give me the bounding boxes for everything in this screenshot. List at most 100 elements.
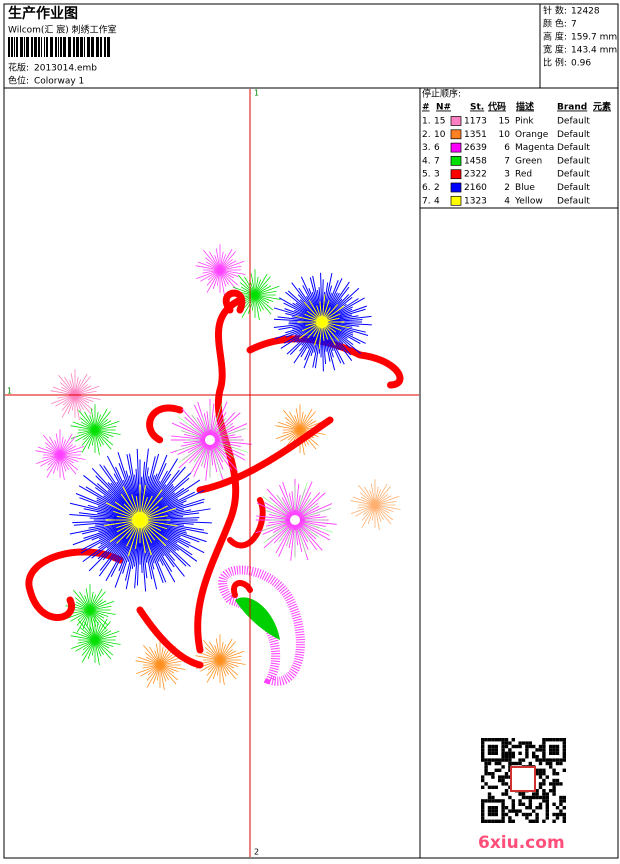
- row-desc: Red: [515, 170, 532, 180]
- qr-cell: [538, 758, 543, 762]
- stitch: [215, 638, 221, 661]
- stitch: [36, 454, 61, 465]
- stitch: [116, 515, 141, 521]
- stitch: [190, 444, 208, 474]
- stitch: [74, 394, 82, 412]
- qr-cell: [552, 819, 556, 823]
- qr-cell: [532, 819, 536, 823]
- stitch: [183, 434, 206, 440]
- qr-cell: [542, 744, 546, 749]
- bar: [11, 37, 13, 57]
- stitch: [214, 441, 245, 456]
- qr-cell: [487, 758, 492, 762]
- stitch: [321, 307, 331, 323]
- stitch: [364, 486, 376, 506]
- row-code: 15: [499, 117, 510, 127]
- qr-cell: [504, 782, 509, 786]
- stitch: [273, 307, 317, 321]
- stitch: [263, 523, 292, 549]
- qr-cell: [525, 741, 529, 745]
- stitch: [74, 376, 91, 396]
- stitch: [146, 523, 190, 548]
- stitch: [213, 443, 238, 471]
- qr-cell: [549, 789, 553, 793]
- stitch: [219, 641, 236, 661]
- column-header: #: [422, 103, 430, 113]
- stitch: [288, 493, 295, 516]
- stitch: [139, 519, 146, 554]
- stitch: [298, 523, 317, 540]
- stitch: [89, 591, 94, 611]
- qr-cell: [504, 755, 509, 759]
- stitch: [299, 408, 313, 431]
- qr-cell: [494, 761, 498, 766]
- stitch: [323, 280, 339, 317]
- bar: [91, 37, 94, 57]
- stitch: [127, 519, 141, 557]
- qr-cell: [562, 799, 566, 803]
- stitch: [214, 440, 241, 447]
- stitch: [96, 483, 135, 516]
- bar: [38, 37, 40, 57]
- stitch: [147, 500, 187, 518]
- stitch: [135, 496, 141, 521]
- stitch: [321, 317, 340, 323]
- stitch: [91, 522, 133, 541]
- bar: [73, 37, 75, 57]
- qr-cell: [545, 795, 549, 800]
- stitch: [147, 489, 205, 518]
- stitch: [287, 496, 293, 511]
- stitch: [152, 664, 161, 684]
- stitch: [141, 456, 156, 513]
- stitch: [219, 269, 229, 286]
- stitch: [177, 416, 203, 435]
- qr-cell: [498, 738, 502, 742]
- stitch: [44, 442, 61, 456]
- stitch: [147, 519, 212, 524]
- paisley-core: [235, 597, 280, 640]
- qr-cell: [487, 751, 492, 755]
- stitch: [140, 527, 147, 592]
- stitch: [87, 429, 96, 449]
- stitch: [299, 411, 304, 431]
- stem: [227, 497, 266, 549]
- stitch: [215, 417, 227, 433]
- stitch: [61, 394, 76, 411]
- stitch: [142, 527, 160, 562]
- stitch: [59, 444, 73, 456]
- stitch: [374, 504, 401, 510]
- stitch: [361, 504, 376, 528]
- stitch: [116, 481, 137, 514]
- stitch: [147, 522, 200, 543]
- stitch: [141, 453, 160, 513]
- qr-cell: [484, 761, 488, 766]
- qr-cell: [508, 816, 512, 820]
- qr-cell: [542, 778, 546, 783]
- qr-cell: [521, 741, 526, 745]
- qr-cell: [532, 751, 536, 755]
- stitch: [219, 659, 235, 669]
- qr-cell: [481, 799, 485, 803]
- stitch: [320, 272, 323, 317]
- stitch: [321, 279, 324, 317]
- stitch: [147, 501, 204, 519]
- stitch: [145, 525, 191, 568]
- stitch: [81, 639, 96, 663]
- bar: [44, 37, 45, 57]
- stem: [231, 580, 253, 598]
- stitch: [139, 506, 159, 521]
- qr-cell: [552, 748, 556, 752]
- stitch: [42, 454, 61, 459]
- qr-cell: [491, 744, 495, 749]
- stitch: [147, 517, 200, 521]
- stitch: [159, 646, 164, 666]
- stitch: [325, 326, 353, 361]
- stitch: [285, 291, 318, 319]
- stitch: [139, 519, 153, 544]
- stitch: [114, 527, 138, 588]
- stitch: [94, 639, 114, 648]
- qr-cell: [501, 778, 505, 783]
- stitch: [75, 429, 96, 442]
- stitch: [73, 589, 91, 611]
- stitch: [374, 504, 384, 521]
